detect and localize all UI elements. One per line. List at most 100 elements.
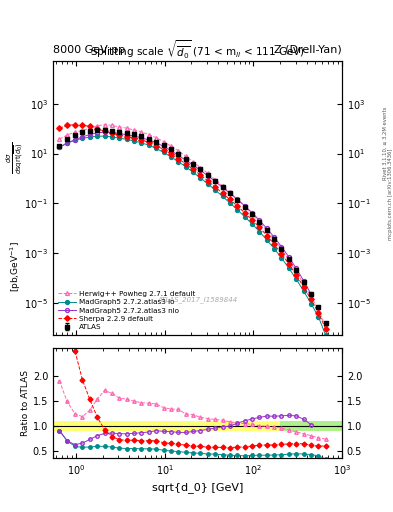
MadGraph5 2.7.2.atlas3 nlo (213, 178, 217, 184)
MadGraph5 2.7.2.atlas3 lo (102, 133, 107, 139)
X-axis label: sqrt{d_0} [GeV]: sqrt{d_0} [GeV] (152, 482, 243, 494)
MadGraph5 2.7.2.atlas3 lo (279, 255, 284, 261)
MadGraph5 2.7.2.atlas3 nlo (80, 134, 85, 140)
Sherpa 2.2.9 default (264, 232, 269, 239)
MadGraph5 2.7.2.atlas3 lo (286, 265, 291, 271)
Sherpa 2.2.9 default (294, 272, 299, 278)
Sherpa 2.2.9 default (132, 135, 136, 141)
Sherpa 2.2.9 default (80, 122, 85, 128)
Herwig++ Powheg 2.7.1 default (198, 164, 203, 170)
Sherpa 2.2.9 default (323, 326, 328, 332)
MadGraph5 2.7.2.atlas3 nlo (64, 140, 69, 146)
MadGraph5 2.7.2.atlas3 lo (301, 288, 306, 294)
Herwig++ Powheg 2.7.1 default (88, 125, 92, 131)
Sherpa 2.2.9 default (176, 156, 181, 162)
Herwig++ Powheg 2.7.1 default (64, 132, 69, 138)
MadGraph5 2.7.2.atlas3 lo (154, 145, 158, 152)
Sherpa 2.2.9 default (191, 166, 195, 173)
Sherpa 2.2.9 default (286, 261, 291, 267)
MadGraph5 2.7.2.atlas3 lo (80, 135, 85, 141)
Sherpa 2.2.9 default (57, 125, 62, 131)
Sherpa 2.2.9 default (250, 217, 254, 223)
Sherpa 2.2.9 default (220, 190, 225, 196)
Herwig++ Powheg 2.7.1 default (102, 121, 107, 127)
Sherpa 2.2.9 default (161, 146, 166, 153)
MadGraph5 2.7.2.atlas3 nlo (154, 140, 158, 146)
Herwig++ Powheg 2.7.1 default (139, 129, 144, 135)
Herwig++ Powheg 2.7.1 default (213, 177, 217, 183)
Sherpa 2.2.9 default (169, 151, 173, 157)
MadGraph5 2.7.2.atlas3 nlo (117, 131, 121, 137)
Sherpa 2.2.9 default (102, 129, 107, 135)
MadGraph5 2.7.2.atlas3 lo (309, 301, 313, 307)
MadGraph5 2.7.2.atlas3 nlo (147, 137, 151, 143)
Text: [pb,GeV$^{-1}$]: [pb,GeV$^{-1}$] (8, 242, 23, 292)
Sherpa 2.2.9 default (183, 161, 188, 167)
MadGraph5 2.7.2.atlas3 lo (294, 276, 299, 282)
MadGraph5 2.7.2.atlas3 nlo (242, 203, 247, 209)
Herwig++ Powheg 2.7.1 default (257, 219, 262, 225)
Herwig++ Powheg 2.7.1 default (309, 293, 313, 300)
Sherpa 2.2.9 default (228, 197, 232, 203)
MadGraph5 2.7.2.atlas3 lo (272, 245, 277, 251)
Sherpa 2.2.9 default (206, 178, 210, 184)
Sherpa 2.2.9 default (279, 251, 284, 257)
Herwig++ Powheg 2.7.1 default (110, 122, 114, 129)
MadGraph5 2.7.2.atlas3 nlo (206, 173, 210, 179)
Text: ATLAS_2017_I1589844: ATLAS_2017_I1589844 (157, 296, 238, 303)
Herwig++ Powheg 2.7.1 default (323, 324, 328, 330)
MadGraph5 2.7.2.atlas3 lo (161, 150, 166, 156)
MadGraph5 2.7.2.atlas3 lo (191, 169, 195, 175)
MadGraph5 2.7.2.atlas3 lo (110, 134, 114, 140)
Herwig++ Powheg 2.7.1 default (279, 246, 284, 252)
MadGraph5 2.7.2.atlas3 nlo (73, 137, 77, 143)
Sherpa 2.2.9 default (198, 172, 203, 178)
Sherpa 2.2.9 default (272, 241, 277, 247)
MadGraph5 2.7.2.atlas3 nlo (124, 132, 129, 138)
MadGraph5 2.7.2.atlas3 lo (169, 154, 173, 160)
Herwig++ Powheg 2.7.1 default (264, 227, 269, 233)
MadGraph5 2.7.2.atlas3 lo (64, 140, 69, 146)
MadGraph5 2.7.2.atlas3 nlo (228, 190, 232, 197)
MadGraph5 2.7.2.atlas3 nlo (264, 225, 269, 231)
Sherpa 2.2.9 default (110, 131, 114, 137)
Text: mcplots.cern.ch [arXiv:1306.3436]: mcplots.cern.ch [arXiv:1306.3436] (388, 149, 393, 240)
Sherpa 2.2.9 default (147, 139, 151, 145)
Herwig++ Powheg 2.7.1 default (124, 125, 129, 131)
MadGraph5 2.7.2.atlas3 lo (206, 181, 210, 187)
MadGraph5 2.7.2.atlas3 lo (132, 138, 136, 144)
Herwig++ Powheg 2.7.1 default (169, 143, 173, 149)
Herwig++ Powheg 2.7.1 default (228, 189, 232, 196)
Sherpa 2.2.9 default (139, 137, 144, 143)
MadGraph5 2.7.2.atlas3 nlo (88, 132, 92, 138)
Sherpa 2.2.9 default (257, 224, 262, 230)
MadGraph5 2.7.2.atlas3 nlo (294, 265, 299, 271)
Herwig++ Powheg 2.7.1 default (294, 269, 299, 275)
MadGraph5 2.7.2.atlas3 nlo (286, 254, 291, 260)
MadGraph5 2.7.2.atlas3 lo (198, 175, 203, 181)
MadGraph5 2.7.2.atlas3 nlo (235, 196, 240, 202)
MadGraph5 2.7.2.atlas3 nlo (191, 162, 195, 168)
Sherpa 2.2.9 default (124, 134, 129, 140)
Line: Herwig++ Powheg 2.7.1 default: Herwig++ Powheg 2.7.1 default (57, 123, 328, 329)
MadGraph5 2.7.2.atlas3 lo (242, 214, 247, 220)
MadGraph5 2.7.2.atlas3 lo (316, 314, 321, 320)
Text: $\frac{d\sigma}{d\mathrm{sqrt}(\overline{d_0})}$: $\frac{d\sigma}{d\mathrm{sqrt}(\overline… (5, 141, 26, 174)
Sherpa 2.2.9 default (95, 125, 99, 132)
Herwig++ Powheg 2.7.1 default (191, 159, 195, 165)
Herwig++ Powheg 2.7.1 default (316, 307, 321, 313)
MadGraph5 2.7.2.atlas3 lo (183, 164, 188, 170)
Y-axis label: Ratio to ATLAS: Ratio to ATLAS (21, 370, 30, 436)
Sherpa 2.2.9 default (309, 296, 313, 303)
Line: MadGraph5 2.7.2.atlas3 lo: MadGraph5 2.7.2.atlas3 lo (57, 134, 328, 337)
MadGraph5 2.7.2.atlas3 lo (124, 136, 129, 142)
Herwig++ Powheg 2.7.1 default (183, 153, 188, 159)
MadGraph5 2.7.2.atlas3 lo (147, 142, 151, 148)
MadGraph5 2.7.2.atlas3 nlo (95, 130, 99, 136)
MadGraph5 2.7.2.atlas3 lo (139, 140, 144, 146)
MadGraph5 2.7.2.atlas3 nlo (220, 184, 225, 190)
MadGraph5 2.7.2.atlas3 nlo (279, 244, 284, 250)
MadGraph5 2.7.2.atlas3 nlo (169, 147, 173, 154)
MadGraph5 2.7.2.atlas3 nlo (257, 217, 262, 223)
Herwig++ Powheg 2.7.1 default (242, 203, 247, 209)
